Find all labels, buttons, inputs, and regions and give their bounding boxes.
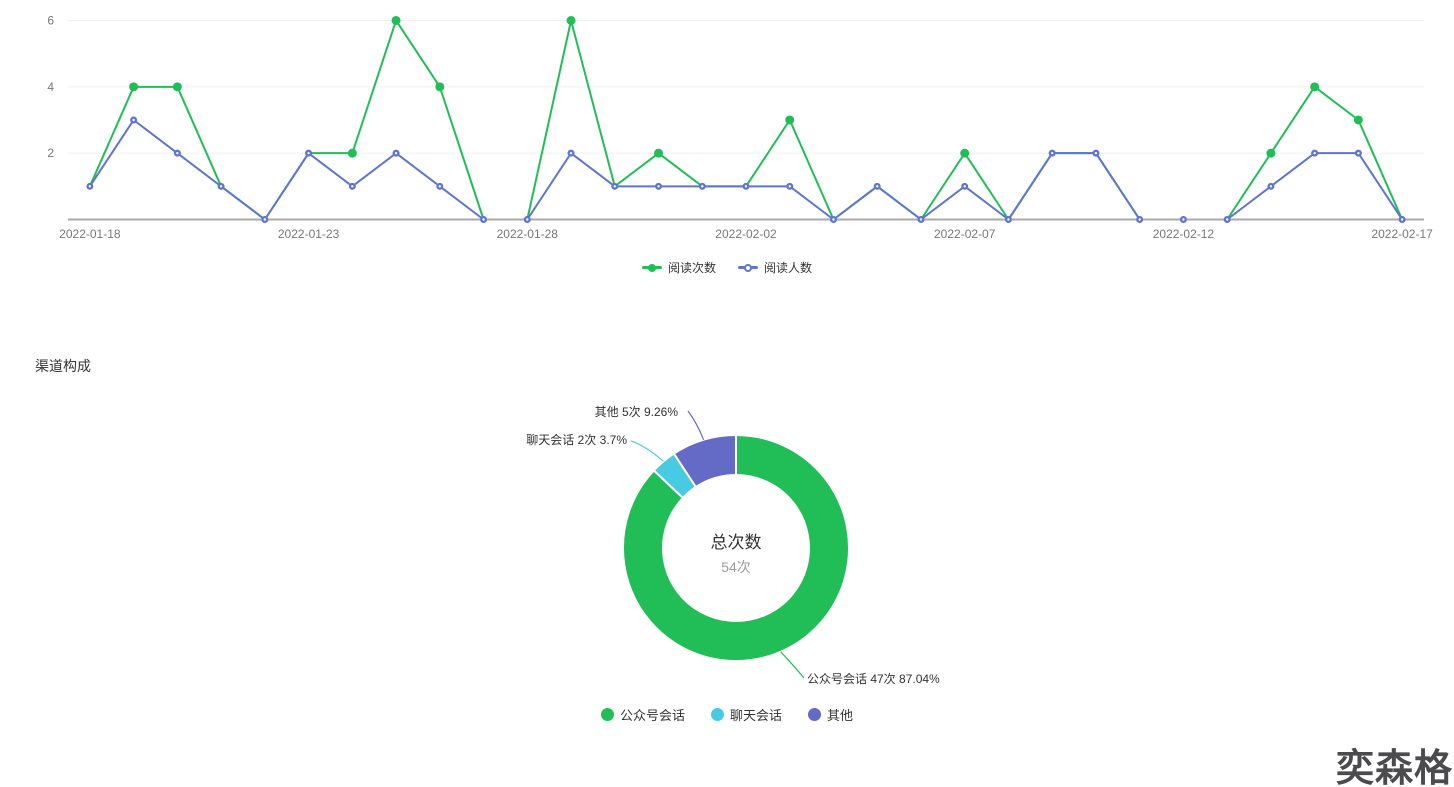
legend-item-reader-count[interactable]: 阅读人数	[738, 259, 812, 276]
line-dot-marker-icon	[641, 263, 662, 272]
legend-label: 公众号会话	[619, 708, 685, 723]
read-trend-chart-canvas[interactable]: 2 4 6 2022-01-18 2022-01-23 2022-01-28 2022-02…	[0, 0, 1454, 248]
svg-text:2022-02-07: 2022-02-07	[934, 227, 996, 241]
channel-section-title: 渠道构成	[35, 358, 91, 374]
circle-marker-icon	[808, 708, 821, 721]
circle-marker-icon	[600, 708, 614, 721]
watermark: 奕森格	[1335, 748, 1453, 787]
svg-text:2022-02-02: 2022-02-02	[715, 227, 777, 241]
circle-marker-icon	[710, 708, 724, 721]
donut-center-title: 总次数	[710, 533, 762, 552]
line-dot-marker-icon	[738, 263, 758, 272]
svg-text:2: 2	[47, 146, 54, 160]
legend-label: 阅读人数	[764, 261, 813, 275]
channel-donut-canvas[interactable]	[0, 390, 1454, 695]
svg-text:2022-02-17: 2022-02-17	[1371, 227, 1433, 241]
svg-text:2022-01-18: 2022-01-18	[59, 227, 121, 241]
read-trend-legend: 阅读次数 阅读人数	[0, 259, 1454, 276]
svg-text:4: 4	[47, 80, 54, 94]
legend-item-other[interactable]: 其他	[808, 705, 853, 724]
legend-item-read-count[interactable]: 阅读次数	[641, 259, 716, 276]
legend-item-chat-session[interactable]: 聊天会话	[710, 705, 782, 724]
donut-label-official-account: 公众号会话 47次 87.04%	[807, 672, 940, 686]
donut-center-value: 54次	[721, 559, 751, 575]
svg-text:2022-02-12: 2022-02-12	[1153, 227, 1215, 241]
channel-legend: 公众号会话 聊天会话 其他	[0, 705, 1454, 724]
legend-label: 其他	[827, 708, 854, 723]
svg-text:2022-01-23: 2022-01-23	[278, 227, 340, 241]
donut-label-chat-session: 聊天会话 2次 3.7%	[526, 433, 627, 447]
read-trend-chart[interactable]: 2 4 6 2022-01-18 2022-01-23 2022-01-28 2022-02…	[0, 0, 1454, 248]
legend-label: 阅读次数	[667, 261, 716, 275]
legend-item-official-account[interactable]: 公众号会话	[600, 705, 685, 724]
svg-text:2022-01-28: 2022-01-28	[497, 227, 559, 241]
donut-center-label: 总次数 54次	[586, 528, 886, 577]
legend-label: 聊天会话	[729, 708, 782, 723]
donut-label-other: 其他 5次 9.26%	[594, 405, 678, 419]
svg-text:6: 6	[47, 13, 54, 27]
channel-donut-chart[interactable]	[0, 390, 1454, 695]
